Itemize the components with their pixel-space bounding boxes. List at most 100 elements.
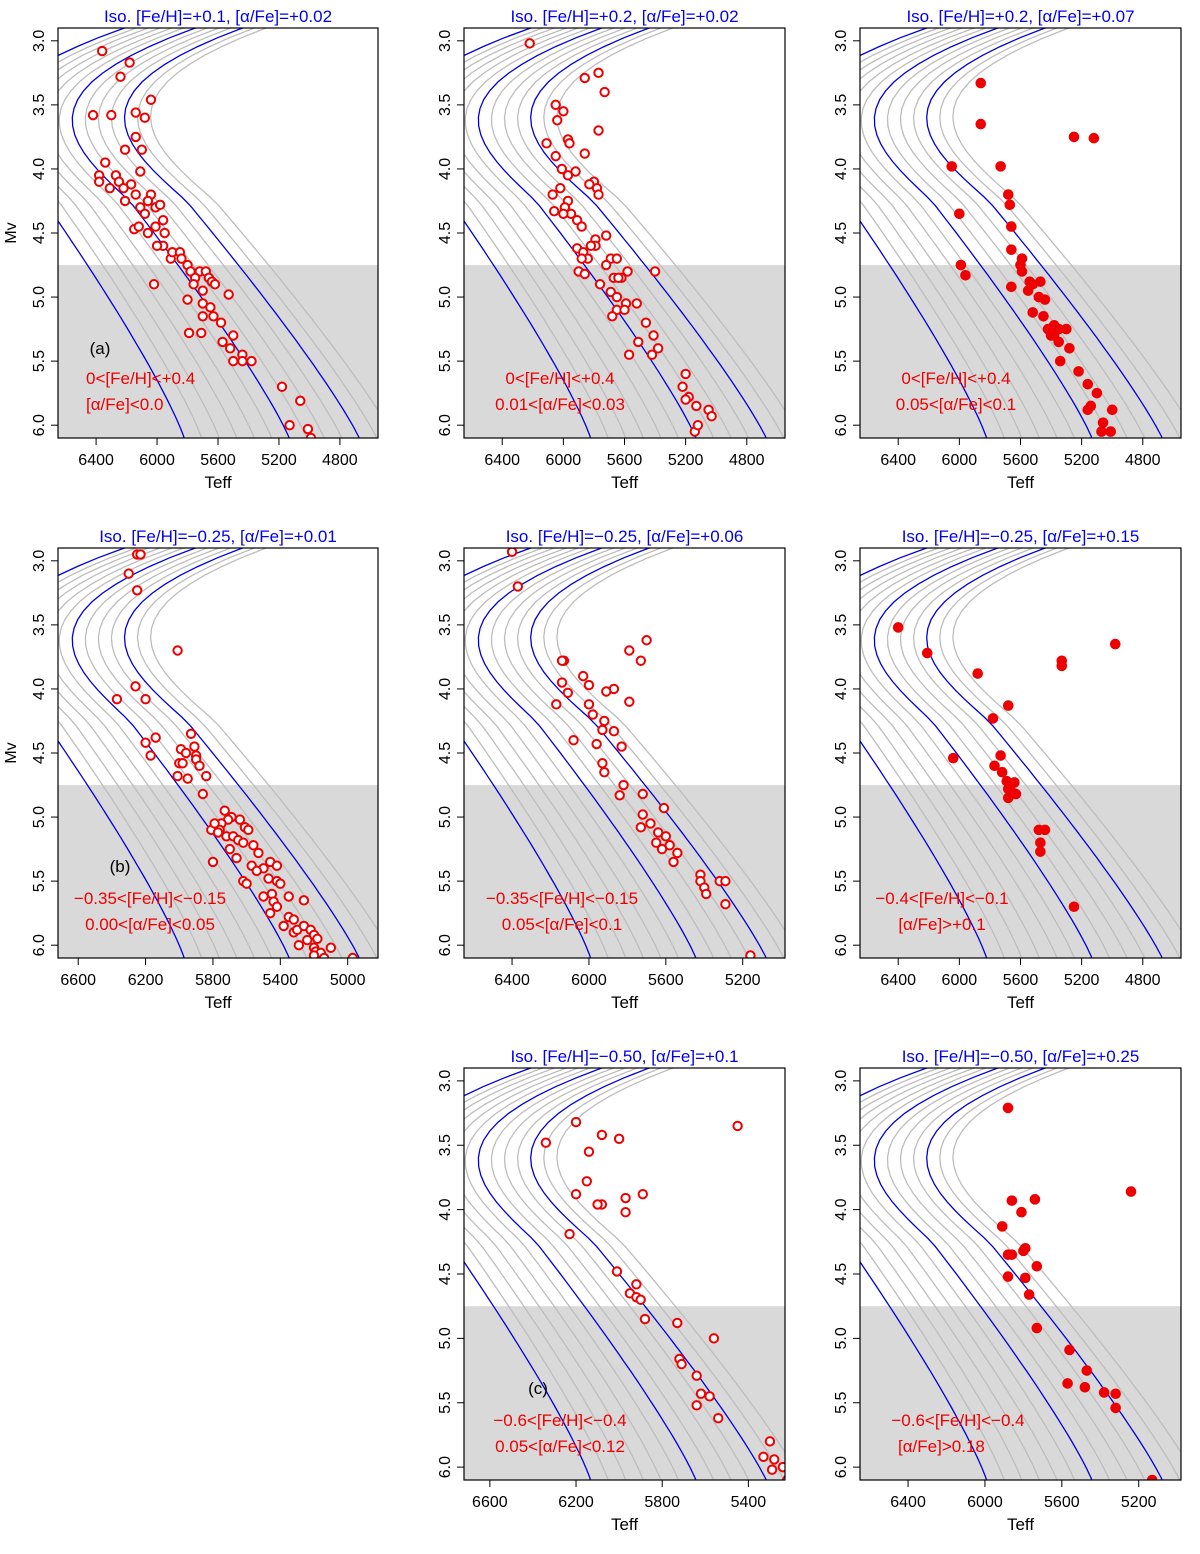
- star-point: [579, 148, 590, 159]
- shaded-region: [464, 1306, 785, 1480]
- isochrone-line: [464, 28, 662, 438]
- star-point: [732, 1120, 743, 1132]
- star-point: [672, 847, 683, 859]
- panel-title: Iso. [Fe/H]=−0.25, [α/Fe]=+0.15: [902, 527, 1140, 546]
- star-point: [548, 206, 560, 217]
- star-point: [975, 77, 987, 89]
- star-point: [298, 895, 310, 906]
- shaded-region: [464, 265, 785, 438]
- star-point: [700, 888, 712, 900]
- star-point: [1031, 1260, 1043, 1272]
- isochrone-line: [58, 548, 273, 958]
- isochrone-line: [464, 548, 662, 958]
- x-tick-label: 6000: [967, 1494, 1003, 1511]
- hr-panel-7: 6600 6200 5800 5400 3.0 3.5 4.0 4.5 5.0 5.5 6.0 Tef…: [437, 1047, 786, 1534]
- y-tick-label: 6.0: [437, 934, 454, 956]
- star-point: [631, 298, 642, 309]
- isochrone-line: [912, 1068, 1146, 1480]
- star-point: [695, 1388, 707, 1399]
- star-point: [177, 758, 188, 769]
- star-point: [1038, 310, 1049, 322]
- star-point: [745, 950, 756, 958]
- isochrone-tracks: [464, 1068, 785, 1480]
- star-point: [570, 1188, 582, 1200]
- star-point: [1027, 307, 1039, 318]
- star-point: [145, 94, 157, 105]
- x-tick-label: 4800: [322, 452, 358, 469]
- star-point: [551, 699, 562, 710]
- star-point: [1048, 330, 1060, 341]
- x-tick-label: 6400: [494, 972, 530, 989]
- isochrone-line: [952, 28, 1181, 412]
- star-point: [196, 327, 207, 339]
- star-point: [234, 814, 246, 825]
- isochrone-line: [952, 1068, 1181, 1454]
- isochrone-line: [939, 1068, 1181, 1480]
- star-point: [720, 875, 731, 887]
- star-point: [587, 709, 598, 720]
- shaded-region: [58, 785, 378, 958]
- star-point: [579, 72, 590, 84]
- star-point: [558, 208, 569, 219]
- star-point: [1056, 660, 1068, 672]
- y-tick-label: 4.5: [437, 222, 454, 244]
- selection-label: −0.35<[Fe/H]<−0.15: [74, 889, 226, 908]
- star-point: [1035, 276, 1046, 287]
- x-tick-label: 5800: [195, 972, 231, 989]
- isochrone-highlight: [926, 28, 1163, 438]
- star-point: [591, 738, 602, 750]
- y-tick-label: 6.0: [31, 934, 48, 956]
- star-point: [987, 713, 999, 724]
- star-point: [631, 1279, 642, 1290]
- star-point: [182, 773, 193, 784]
- isochrone-line: [464, 1068, 627, 1480]
- star-point: [237, 355, 248, 367]
- star-point: [954, 208, 965, 220]
- star-point: [555, 182, 566, 194]
- isochrone-line: [58, 548, 203, 958]
- x-tick-label: 6400: [880, 452, 916, 469]
- selection-label: 0.05<[α/Fe]<0.1: [502, 915, 622, 934]
- star-point: [1035, 837, 1046, 848]
- isochrone-line: [899, 548, 1128, 958]
- shaded-region: [860, 1306, 1181, 1480]
- star-point: [547, 189, 558, 200]
- star-point: [223, 289, 234, 300]
- isochrone-line: [860, 28, 1075, 438]
- isochrone-line: [84, 28, 308, 438]
- isochrone-line: [860, 28, 1058, 438]
- star-point: [995, 161, 1006, 172]
- isochrone-line: [464, 1068, 644, 1480]
- star-point: [556, 677, 568, 688]
- star-point: [583, 1146, 595, 1157]
- x-axis-label: Teff: [1007, 1515, 1034, 1534]
- star-point: [253, 847, 264, 859]
- star-point: [284, 419, 295, 431]
- isochrone-line: [149, 548, 378, 932]
- star-point: [197, 788, 209, 800]
- y-tick-label: 5.0: [833, 286, 850, 308]
- isochrone-highlight: [860, 548, 988, 958]
- hr-panel-6: 6400 6000 5600 5200 4800 3.0 3.5 4.0 4.5 5.0 5.5 6.…: [833, 527, 1182, 1012]
- star-point: [111, 693, 123, 705]
- star-point: [660, 831, 672, 842]
- star-point: [691, 1400, 702, 1411]
- isochrone-line: [516, 1068, 750, 1480]
- star-point: [238, 837, 249, 848]
- x-tick-label: 5600: [1003, 972, 1039, 989]
- x-tick-label: 5200: [725, 972, 761, 989]
- star-point: [769, 1454, 780, 1465]
- isochrone-tracks: [860, 548, 1181, 958]
- isochrone-highlight: [464, 28, 592, 438]
- star-point: [148, 279, 160, 290]
- star-point: [150, 732, 161, 743]
- star-point: [154, 199, 166, 211]
- star-point: [658, 802, 670, 814]
- panel-title: Iso. [Fe/H]=−0.25, [α/Fe]=+0.06: [506, 527, 744, 546]
- star-point: [611, 253, 623, 264]
- y-tick-label: 3.0: [31, 550, 48, 572]
- star-point: [541, 138, 552, 149]
- isochrone-line: [110, 28, 343, 438]
- star-point: [1125, 1186, 1137, 1197]
- star-point: [562, 687, 573, 698]
